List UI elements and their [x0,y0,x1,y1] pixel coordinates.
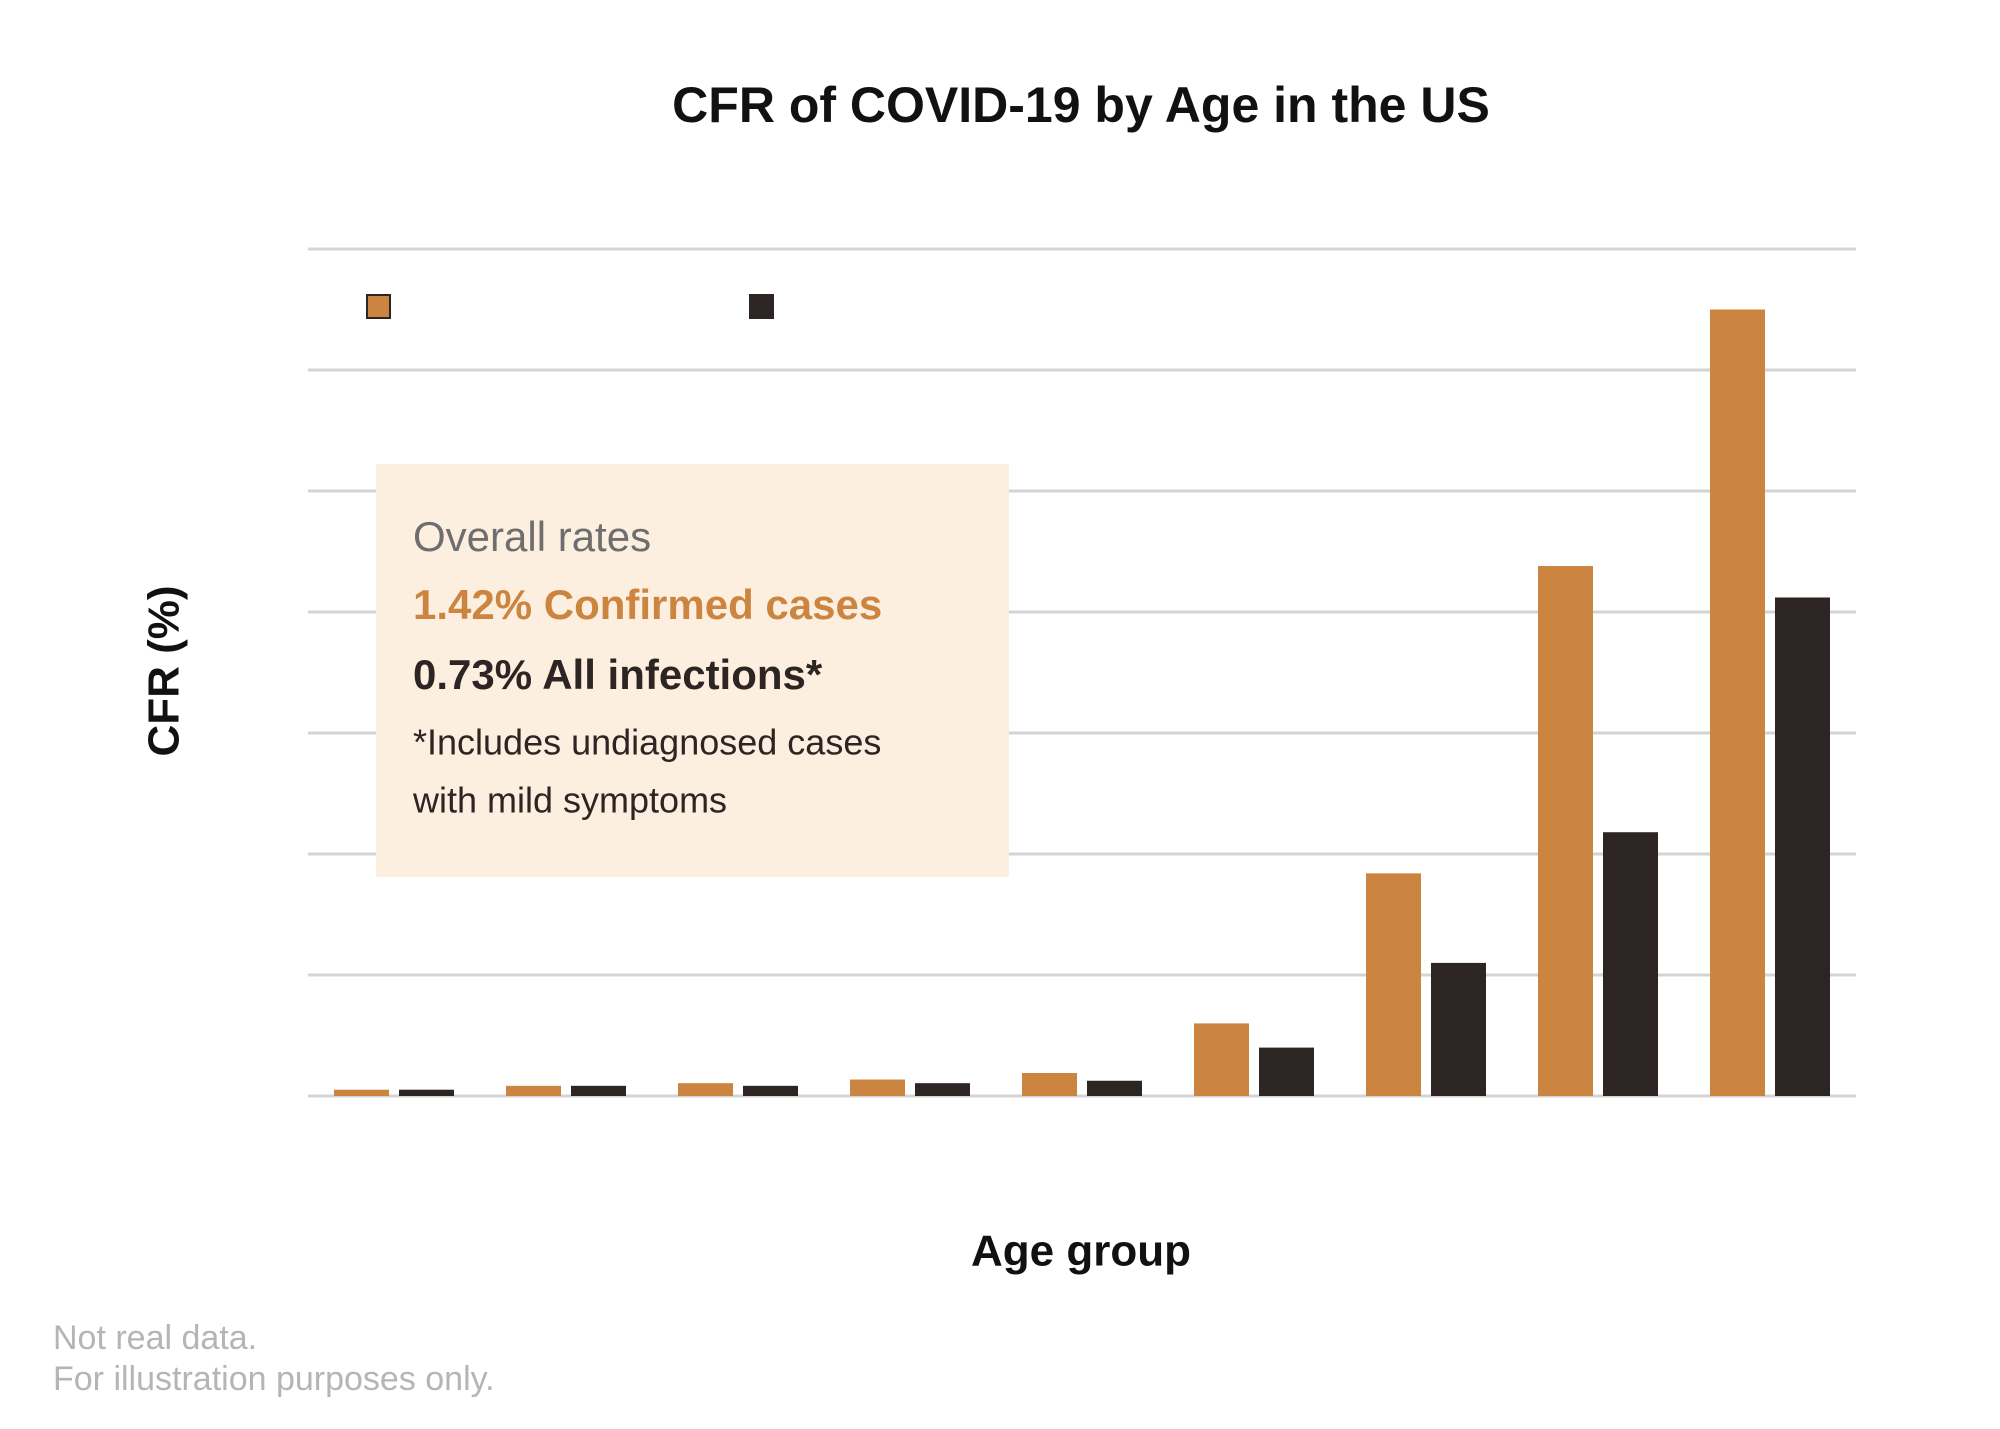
bar [1603,832,1658,1096]
bar [1366,873,1421,1096]
x-axis-label: Age group [971,1227,1191,1276]
bar [743,1085,798,1096]
annotation-note: *Includes undiagnosed cases [413,722,881,763]
bar [1087,1080,1142,1096]
y-axis-label: CFR (%) [140,585,189,756]
bar [1775,597,1830,1096]
annotation-note: with mild symptoms [412,780,727,821]
footnote: Not real data. [53,1319,257,1357]
annotation-box [376,464,1009,877]
bars [334,309,1830,1096]
bar [571,1085,626,1096]
bar [1194,1023,1249,1096]
chart-title: CFR of COVID-19 by Age in the US [672,77,1490,133]
bar [1431,962,1486,1096]
bar [678,1083,733,1096]
bar [915,1083,970,1096]
bar [1710,309,1765,1096]
bar [1259,1047,1314,1096]
bar [506,1085,561,1096]
bar [1538,566,1593,1096]
bar [850,1079,905,1096]
bar [1022,1073,1077,1096]
footnote: For illustration purposes only. [53,1360,495,1398]
legend-swatch [749,294,774,319]
annotation-all: 0.73% All infections* [413,651,823,698]
legend-swatch [366,294,391,319]
annotation-confirmed: 1.42% Confirmed cases [413,581,882,628]
bar [334,1089,389,1096]
bar [399,1089,454,1096]
annotation-title: Overall rates [413,513,651,560]
